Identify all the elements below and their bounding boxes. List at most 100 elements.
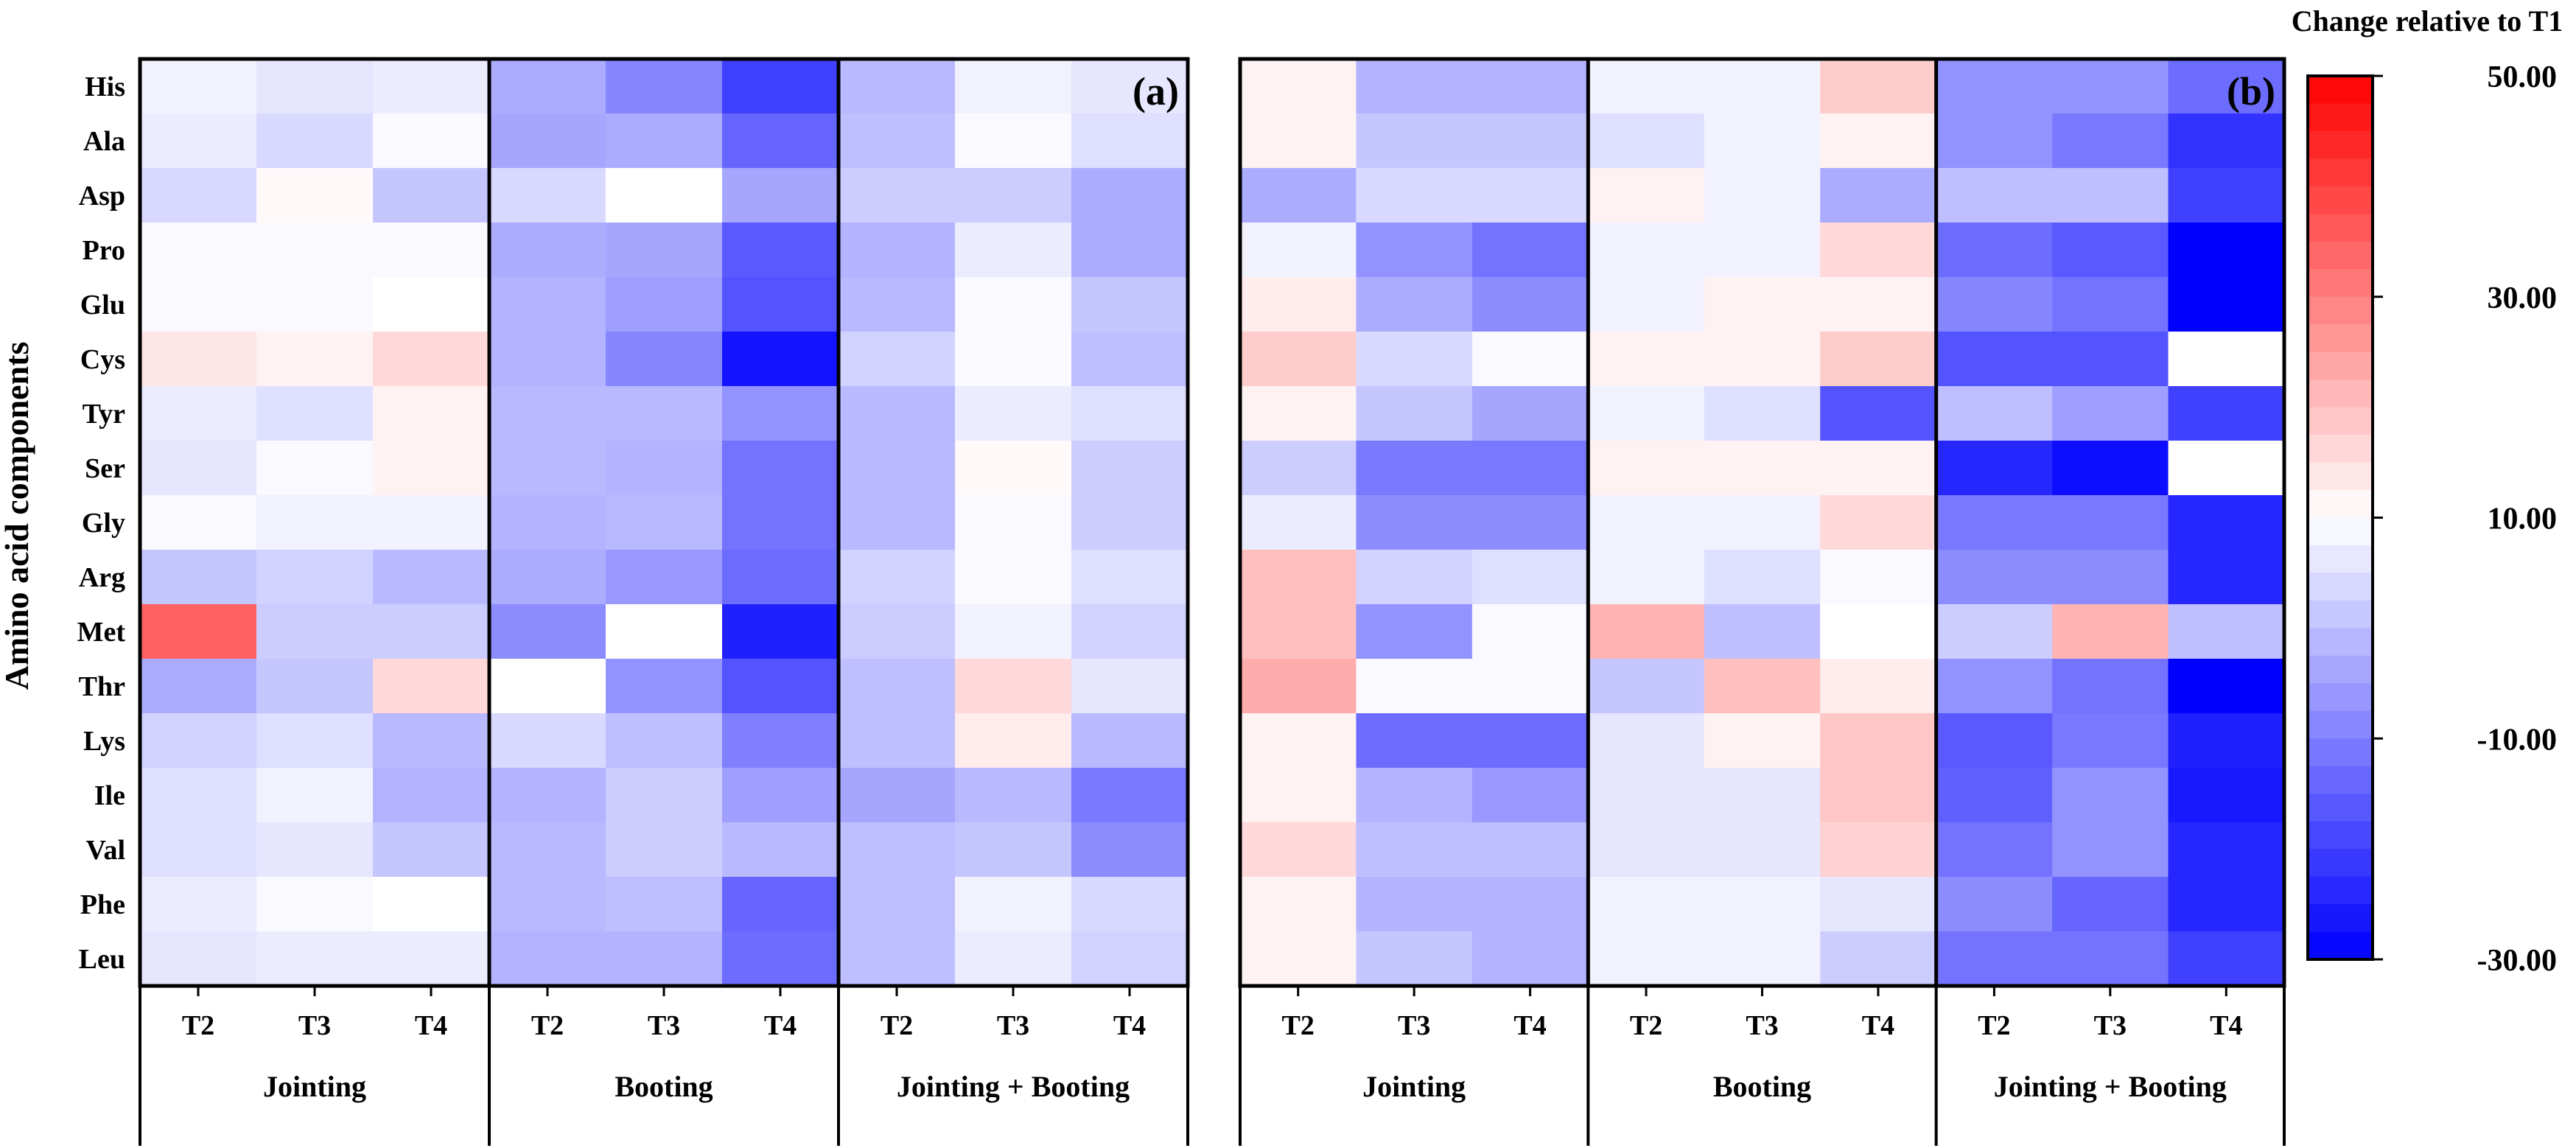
- row-label: Met: [77, 617, 126, 648]
- heatmap-cell: [1471, 223, 1589, 278]
- column-label: T4: [1513, 1010, 1546, 1041]
- colorbar-step: [2308, 931, 2373, 960]
- heatmap-cell: [2168, 495, 2285, 550]
- heatmap-cell: [489, 604, 606, 659]
- row-label: Arg: [79, 562, 125, 593]
- colorbar-tick-label: 30.00: [2488, 281, 2558, 315]
- colorbar: 50.00 30.00 10.00 -10.00 -30.00: [2306, 60, 2558, 978]
- heatmap-cell: [140, 386, 257, 441]
- heatmap-cell: [1704, 223, 1821, 278]
- heatmap-cell: [1356, 768, 1473, 823]
- heatmap-cell: [606, 931, 723, 987]
- heatmap-cell: [1240, 223, 1357, 278]
- heatmap-cell: [256, 768, 374, 823]
- heatmap-cell: [2052, 277, 2169, 332]
- heatmap-cell: [1471, 113, 1589, 169]
- heatmap-cell: [1588, 659, 1705, 714]
- heatmap-cell: [2168, 168, 2285, 223]
- colorbar-step: [2308, 766, 2373, 794]
- colorbar-step: [2308, 407, 2373, 435]
- heatmap-cell: [1588, 713, 1705, 769]
- heatmap-cell: [1820, 713, 1937, 769]
- y-axis-label: Amino acid components: [0, 342, 35, 690]
- heatmap-cell: [2168, 386, 2285, 441]
- heatmap-cell: [1820, 113, 1937, 169]
- heatmap-cell: [955, 59, 1072, 114]
- heatmap-cell: [489, 332, 606, 387]
- heatmap-cell: [722, 386, 839, 441]
- heatmap-cell: [2052, 713, 2169, 769]
- colorbar-step: [2308, 186, 2373, 214]
- heatmap-cell: [2052, 822, 2169, 878]
- heatmap-cell: [1071, 604, 1189, 659]
- colorbar-step: [2308, 241, 2373, 270]
- heatmap-cell: [1820, 332, 1937, 387]
- heatmap-cell: [1936, 877, 2053, 932]
- heatmap-cell: [1936, 604, 2053, 659]
- heatmap-cell: [256, 822, 374, 878]
- heatmap-cell: [1936, 332, 2053, 387]
- heatmap-cell: [1471, 550, 1589, 605]
- heatmap-cell: [955, 495, 1072, 550]
- heatmap-cell: [606, 386, 723, 441]
- heatmap-cell: [1936, 223, 2053, 278]
- heatmap-cell: [2168, 332, 2285, 387]
- heatmap-cell: [1071, 277, 1189, 332]
- heatmap-cell: [839, 550, 956, 605]
- row-label: Lys: [83, 726, 125, 757]
- heatmap-cell: [489, 168, 606, 223]
- heatmap-cell: [489, 441, 606, 496]
- heatmap-cell: [1240, 931, 1357, 987]
- column-label: T2: [182, 1010, 214, 1041]
- heatmap-cell: [1820, 931, 1937, 987]
- heatmap-cell: [256, 386, 374, 441]
- colorbar-step: [2308, 103, 2373, 132]
- heatmap-cell: [489, 768, 606, 823]
- heatmap-cell: [1356, 495, 1473, 550]
- heatmap-cell: [1071, 768, 1189, 823]
- row-label: Asp: [79, 181, 125, 211]
- heatmap-cell: [373, 877, 490, 932]
- row-label: Thr: [79, 671, 125, 702]
- heatmap-cell: [489, 277, 606, 332]
- heatmap-cell: [1471, 59, 1589, 114]
- heatmap-cell: [1588, 332, 1705, 387]
- heatmap-cell: [140, 713, 257, 769]
- heatmap-cell: [606, 168, 723, 223]
- heatmap-cell: [140, 877, 257, 932]
- column-label: T4: [764, 1010, 797, 1041]
- heatmap-cell: [2168, 713, 2285, 769]
- heatmap-cell: [256, 168, 374, 223]
- heatmap-cell: [722, 495, 839, 550]
- heatmap-cell: [1071, 59, 1189, 114]
- heatmap-cell: [1704, 59, 1821, 114]
- heatmap-cell: [606, 59, 723, 114]
- heatmap-cell: [1936, 931, 2053, 987]
- heatmap-cell: [2168, 604, 2285, 659]
- heatmap-cell: [489, 113, 606, 169]
- heatmap-cell: [1471, 659, 1589, 714]
- heatmap-cell: [1356, 113, 1473, 169]
- heatmap-cell: [256, 59, 374, 114]
- heatmap-cell: [722, 822, 839, 878]
- heatmap-cell: [1936, 386, 2053, 441]
- row-label: His: [85, 71, 125, 102]
- heatmap-cell: [722, 604, 839, 659]
- heatmap-cell: [1240, 332, 1357, 387]
- colorbar-step: [2308, 324, 2373, 353]
- heatmap-cell: [839, 768, 956, 823]
- heatmap-cell: [140, 495, 257, 550]
- colorbar-step: [2308, 849, 2373, 878]
- heatmap-cell: [373, 659, 490, 714]
- heatmap-cell: [606, 277, 723, 332]
- heatmap-cell: [1936, 659, 2053, 714]
- heatmap-cell: [1820, 550, 1937, 605]
- heatmap-cell: [606, 441, 723, 496]
- heatmap-cell: [1820, 768, 1937, 823]
- heatmap-cell: [955, 822, 1072, 878]
- heatmap-cell: [1936, 168, 2053, 223]
- heatmap-cell: [1356, 223, 1473, 278]
- heatmap-cell: [2168, 877, 2285, 932]
- colorbar-title: Change relative to T1: [2292, 4, 2563, 38]
- column-label: T2: [881, 1010, 913, 1041]
